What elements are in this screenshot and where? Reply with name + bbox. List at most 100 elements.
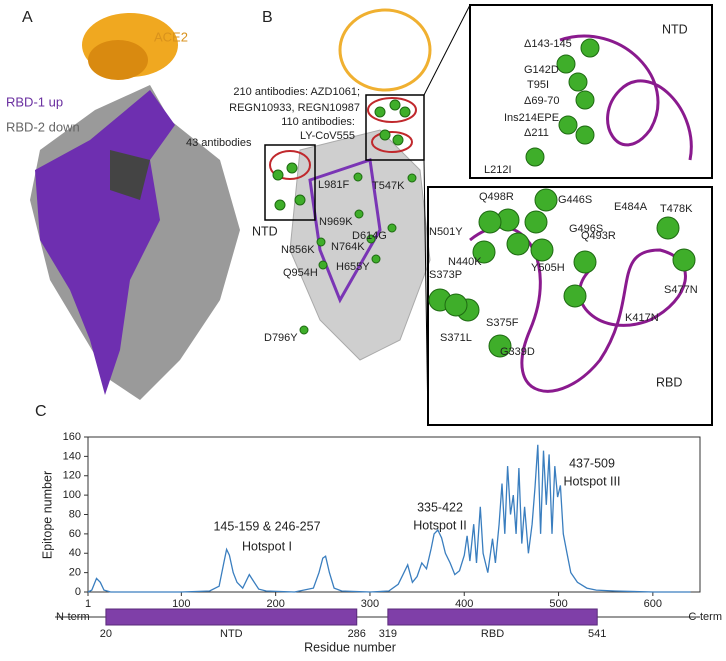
mutation-label: Q493R xyxy=(581,230,616,242)
mutation-sphere xyxy=(573,250,597,274)
domain-end: 541 xyxy=(588,628,606,640)
x-tick-label: 400 xyxy=(455,598,473,610)
mutation-sphere xyxy=(371,254,381,264)
structure-label: H655Y xyxy=(336,261,370,273)
mutation-sphere xyxy=(656,216,680,240)
x-tick-label: 200 xyxy=(266,598,284,610)
mutation-label: Δ69-70 xyxy=(524,95,559,107)
mutation-sphere xyxy=(575,125,595,145)
mutation-sphere xyxy=(580,38,600,58)
ace2-ribbon xyxy=(338,8,432,92)
mutation-label: S373P xyxy=(429,269,462,281)
mutation-label: L212I xyxy=(484,164,512,176)
panel-letter: A xyxy=(22,9,33,26)
ntd-ribbon xyxy=(559,34,693,161)
mutation-label: N440K xyxy=(448,256,482,268)
epitope-ring xyxy=(367,97,417,123)
mutation-sphere xyxy=(672,248,696,272)
mutation-sphere xyxy=(286,162,298,174)
x-tick-label: 500 xyxy=(549,598,567,610)
panel-b-structure xyxy=(264,4,713,426)
mutation-label: Δ143-145 xyxy=(524,38,572,50)
structure-label: N856K xyxy=(281,244,315,256)
annotation: Hotspot II xyxy=(413,518,467,532)
structure-label: RBD-2 down xyxy=(6,119,80,134)
structure-label: N764K xyxy=(331,241,365,253)
mutation-sphere xyxy=(525,147,545,167)
structure-label: D796Y xyxy=(264,332,298,344)
mutation-label: Y505H xyxy=(531,262,565,274)
mutation-sphere xyxy=(389,99,401,111)
ace2-shade xyxy=(88,40,148,80)
mutation-sphere xyxy=(575,90,595,110)
data-line xyxy=(87,444,691,593)
y-tick-label: 0 xyxy=(75,586,81,598)
mutation-sphere xyxy=(387,223,397,233)
annotation: 145-159 & 246-257 xyxy=(213,519,320,533)
mutation-sphere xyxy=(478,210,502,234)
structure-label: 43 antibodies xyxy=(186,137,252,149)
structure-label: L981F xyxy=(318,179,349,191)
mutation-label: G339D xyxy=(500,346,535,358)
spike-dark xyxy=(110,150,150,200)
mutation-label: S477N xyxy=(664,284,698,296)
annotation: Hotspot III xyxy=(564,474,621,488)
structure-label: 210 antibodies: AZD1061; xyxy=(233,86,360,98)
y-tick-label: 140 xyxy=(63,450,81,462)
mutation-label: G446S xyxy=(558,194,592,206)
mutation-sphere xyxy=(534,188,558,212)
mutation-sphere xyxy=(399,106,411,118)
mutation-label: S371L xyxy=(440,332,472,344)
zoom-line xyxy=(423,4,471,96)
structure-label: RBD-1 up xyxy=(6,94,63,109)
structure-label: ACE2 xyxy=(154,29,188,44)
mutation-sphere xyxy=(272,169,284,181)
mutation-label: Δ211 xyxy=(524,127,549,139)
domain-start: 319 xyxy=(379,628,397,640)
mutation-sphere xyxy=(506,232,530,256)
structure-label: REGN10933, REGN10987 xyxy=(229,102,360,114)
ntd-box xyxy=(264,144,316,221)
mutation-label: Q498R xyxy=(479,191,514,203)
mutation-sphere xyxy=(530,238,554,262)
mutation-sphere xyxy=(318,260,328,270)
domain-start: 20 xyxy=(100,628,112,640)
mutation-sphere xyxy=(392,134,404,146)
structure-label: Q954H xyxy=(283,267,318,279)
rbd-box xyxy=(365,94,425,161)
mutation-sphere xyxy=(379,129,391,141)
mutation-sphere xyxy=(274,199,286,211)
mutation-sphere xyxy=(558,115,578,135)
structure-label: LY-CoV555 xyxy=(300,130,355,142)
mutation-sphere xyxy=(472,240,496,264)
terminus-label: N-term xyxy=(56,611,90,623)
structure-label: D614G xyxy=(352,230,387,242)
mutation-sphere xyxy=(488,334,512,358)
rbd-ribbon xyxy=(469,225,687,393)
domain-bar xyxy=(105,608,358,626)
mutation-label: S375F xyxy=(486,317,519,329)
terminus-label: C-term xyxy=(688,611,722,623)
rbd-inset xyxy=(427,186,713,426)
mutation-label: RBD xyxy=(656,375,682,389)
mutation-sphere xyxy=(316,237,326,247)
domain-label: RBD xyxy=(481,628,504,640)
mutation-label: E484A xyxy=(614,201,648,213)
structure-label: T547K xyxy=(372,180,405,192)
domain-bar xyxy=(387,608,598,626)
y-tick-label: 160 xyxy=(63,431,81,443)
x-tick-label: 600 xyxy=(644,598,662,610)
y-tick-label: 100 xyxy=(63,489,81,501)
epitope-ring xyxy=(269,150,311,180)
spike-ribbon xyxy=(289,129,431,361)
spike-purple-ribbon xyxy=(308,158,382,304)
mutation-label: Ins214EPE xyxy=(504,112,559,124)
domain-label: NTD xyxy=(220,628,243,640)
mutation-label: G496S xyxy=(569,223,603,235)
mutation-sphere xyxy=(556,54,576,74)
y-tick-label: 80 xyxy=(69,508,81,520)
mutation-sphere xyxy=(294,194,306,206)
panel-letter: B xyxy=(262,9,273,26)
y-tick-label: 40 xyxy=(69,547,81,559)
